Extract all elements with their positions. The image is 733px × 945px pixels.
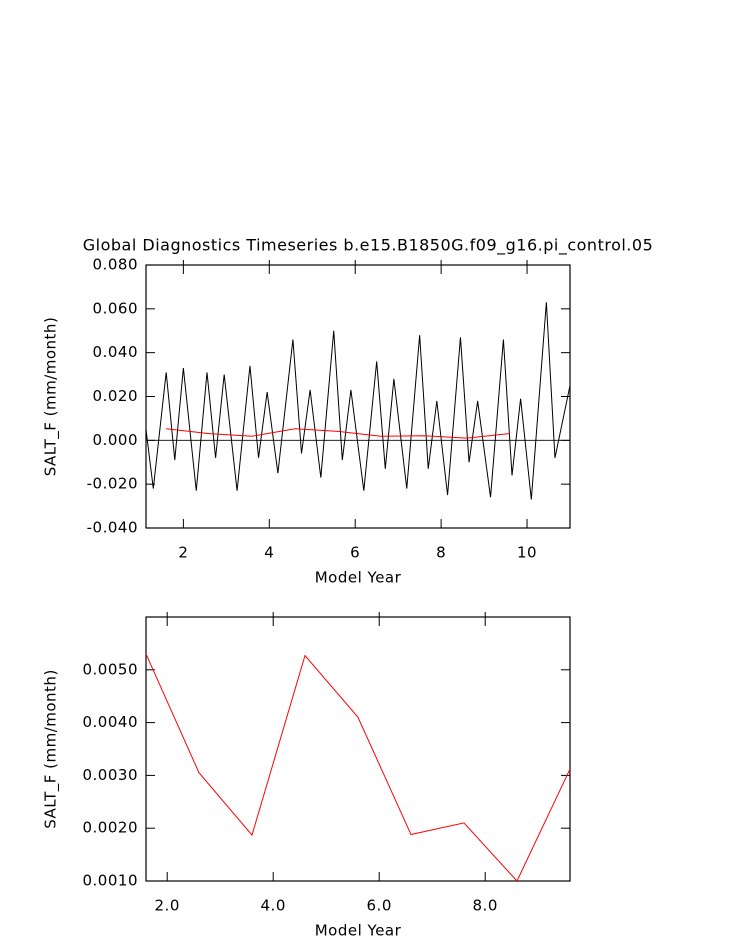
y-tick-label: 0.0020 (83, 819, 139, 837)
y-tick-label: 0.0010 (83, 872, 139, 890)
chart-title: Global Diagnostics Timeseries b.e15.B185… (83, 236, 654, 256)
y-tick-label: 0.080 (93, 256, 138, 274)
x-tick-label: 6 (350, 544, 360, 562)
y-axis-label: SALT_F (mm/month) (42, 317, 61, 477)
y-tick-label: 0.020 (93, 387, 138, 405)
data-line (145, 653, 571, 882)
y-tick-label: 0.060 (93, 299, 138, 317)
x-tick-label: 8 (436, 544, 446, 562)
x-tick-label: 2 (178, 544, 188, 562)
y-tick-label: -0.020 (87, 475, 138, 493)
x-tick-label: 4 (264, 544, 274, 562)
y-tick-label: 0.0030 (83, 766, 139, 784)
x-axis-label: Model Year (315, 922, 402, 940)
data-line (145, 302, 571, 500)
x-tick-label: 10 (517, 544, 537, 562)
data-line (166, 428, 510, 439)
y-axis-label: SALT_F (mm/month) (42, 669, 61, 829)
y-tick-label: -0.040 (87, 519, 138, 537)
x-tick-label: 8.0 (473, 897, 498, 915)
x-axis-label: Model Year (315, 569, 402, 587)
y-tick-label: 0.0040 (83, 713, 139, 731)
plot-frame (145, 616, 571, 882)
y-tick-label: 0.040 (93, 343, 138, 361)
y-tick-label: 0.0050 (83, 660, 139, 678)
x-tick-label: 4.0 (261, 897, 286, 915)
x-tick-label: 2.0 (155, 897, 180, 915)
x-tick-label: 6.0 (367, 897, 392, 915)
y-tick-label: 0.000 (93, 431, 138, 449)
